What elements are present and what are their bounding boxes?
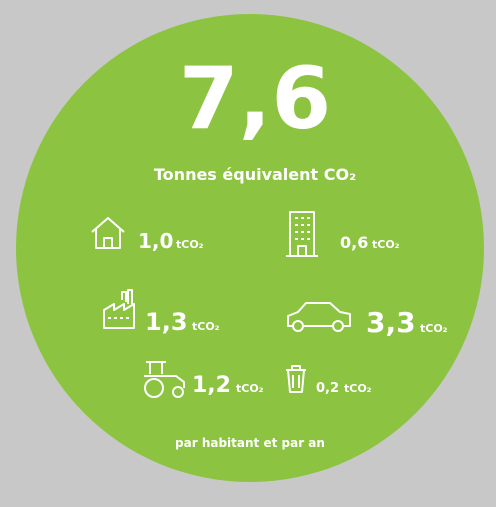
tractor-icon	[144, 361, 185, 398]
footer: par habitant et par an	[175, 436, 325, 450]
building-icon	[286, 211, 318, 257]
item-value: 1,2	[192, 373, 231, 398]
bin-icon	[286, 365, 306, 393]
factory-icon	[103, 289, 135, 329]
item-value: 1,3	[145, 308, 188, 336]
item-unit: tCO₂	[192, 320, 220, 333]
item-unit: tCO₂	[344, 382, 372, 395]
item-unit: tCO₂	[236, 382, 264, 395]
green-disc	[16, 14, 484, 482]
item-unit: tCO₂	[372, 238, 400, 251]
item-unit: tCO₂	[420, 322, 448, 335]
headline-unit: Tonnes équivalent CO₂	[154, 165, 356, 184]
item-unit: tCO₂	[176, 238, 204, 251]
item-value: 0,6	[340, 233, 368, 252]
item-value: 1,0	[138, 229, 173, 253]
item-value: 0,2	[316, 381, 339, 396]
item-value: 3,3	[366, 306, 416, 339]
headline-value: 7,6	[179, 49, 331, 149]
house-icon	[91, 217, 125, 249]
car-icon	[287, 302, 351, 332]
